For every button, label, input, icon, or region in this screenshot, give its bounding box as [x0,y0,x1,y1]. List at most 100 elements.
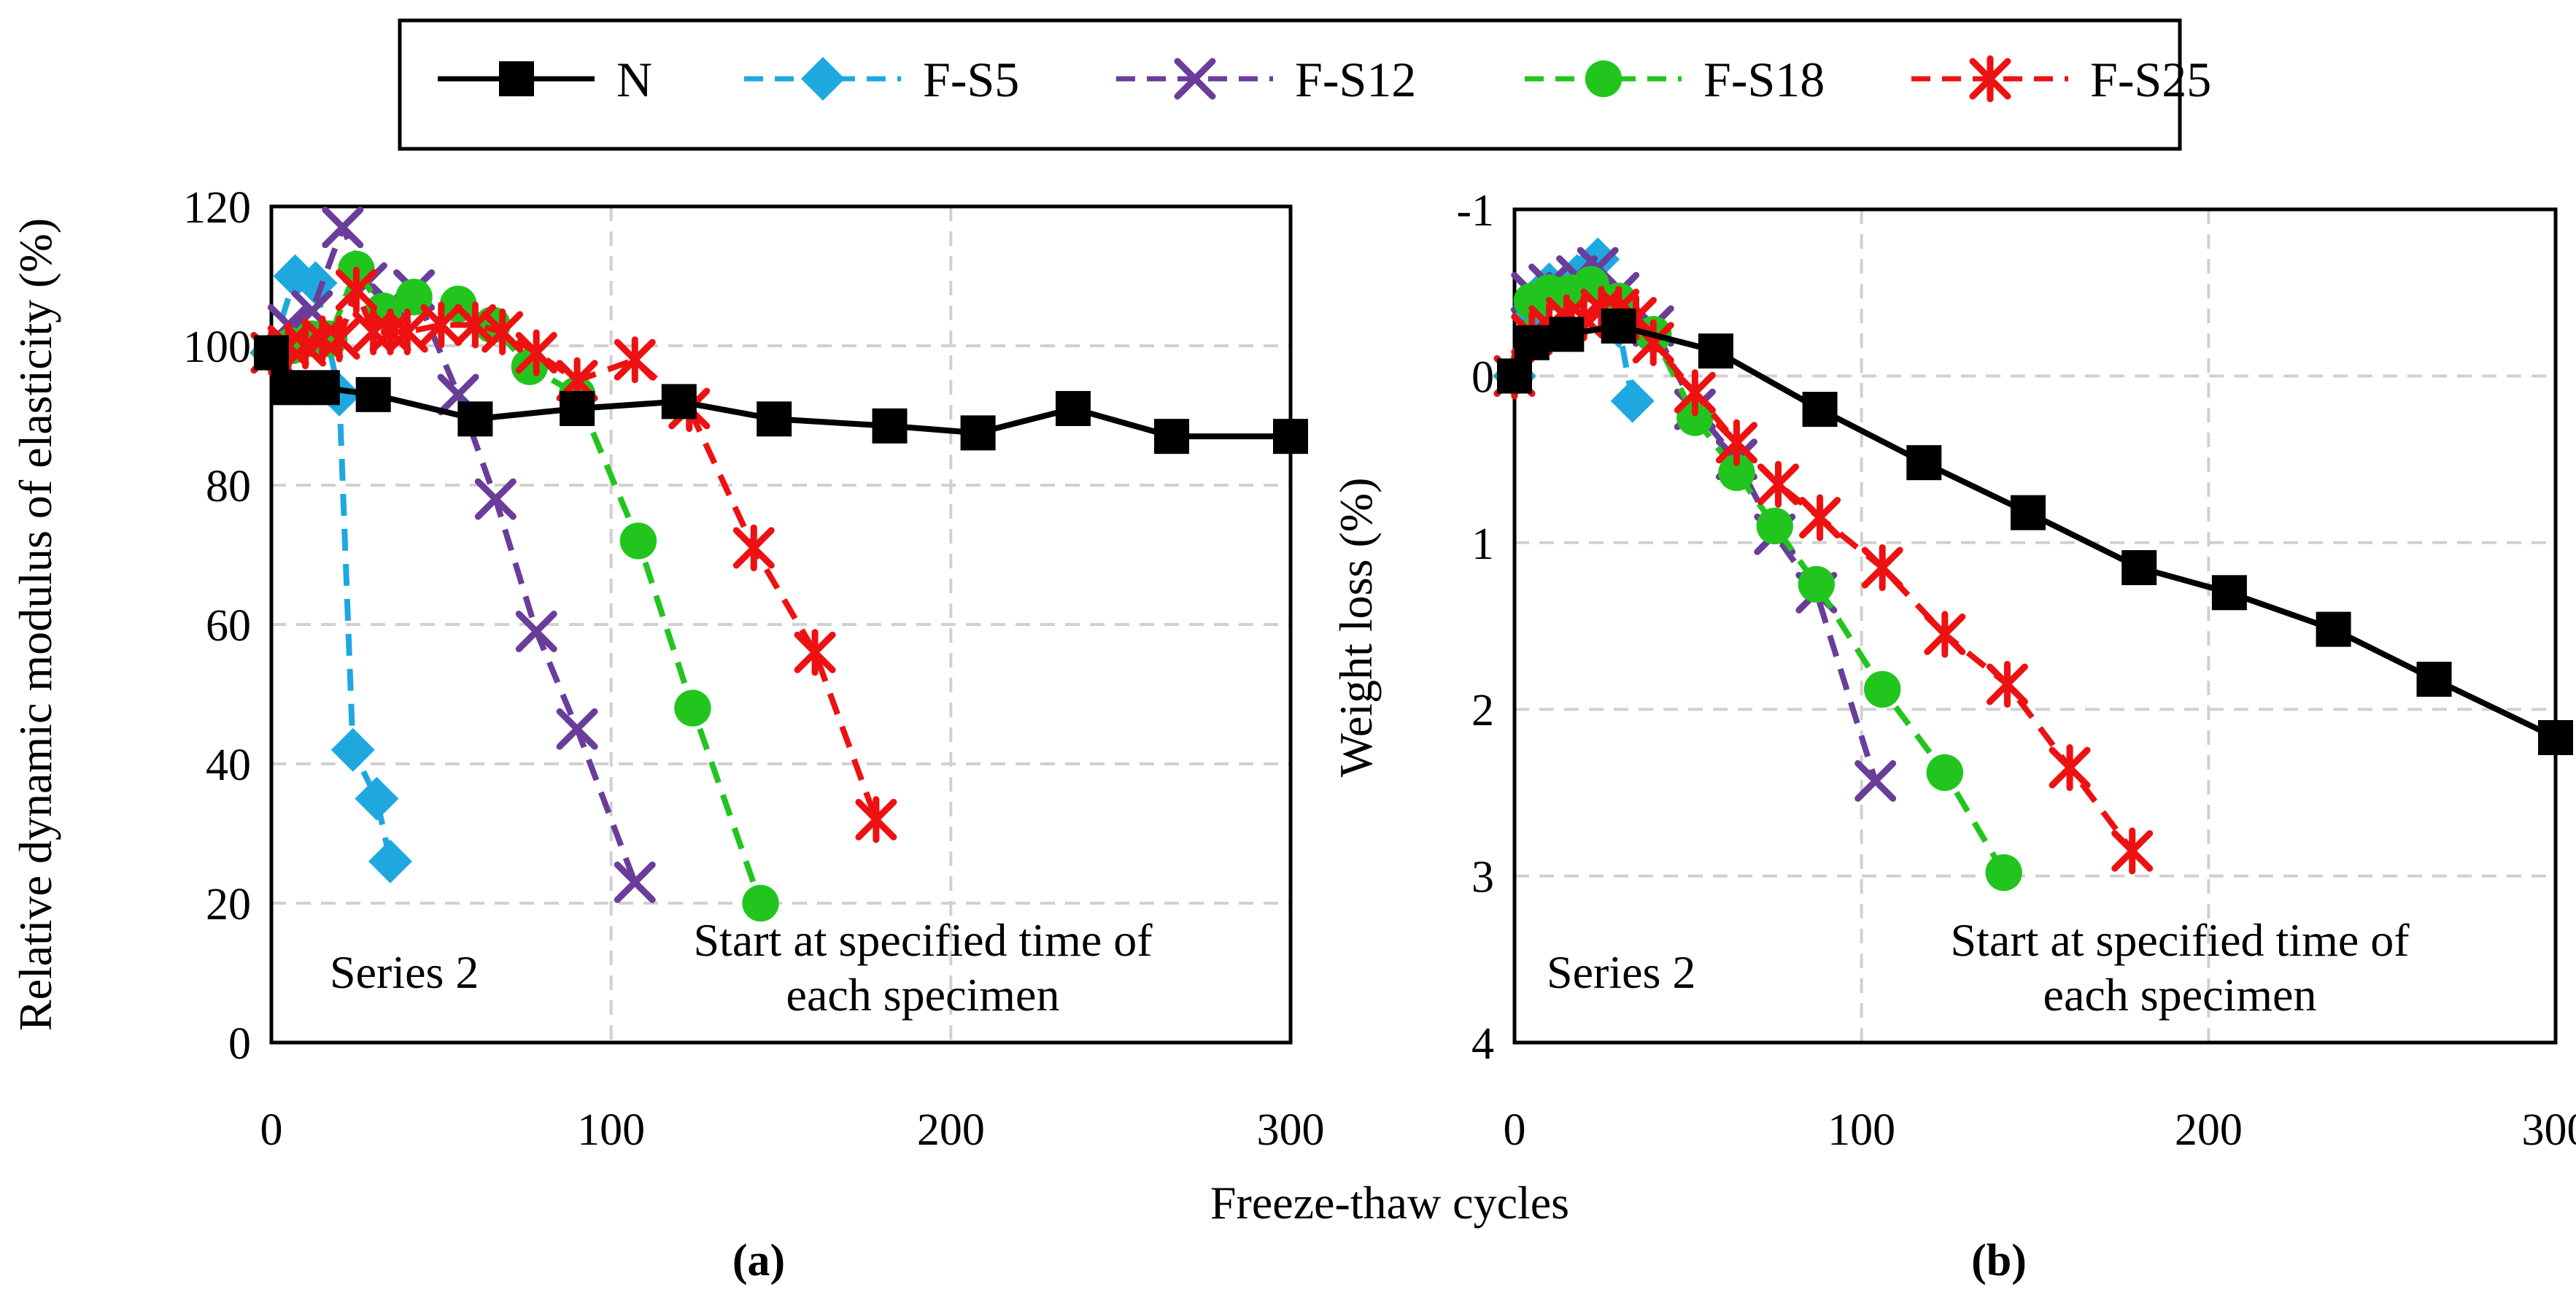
a-point-n [1154,419,1190,455]
legend-marker-f-s12 [1174,58,1216,100]
a-point-n [872,408,908,444]
a-point-f-s5 [355,776,399,821]
b-point-f-s18 [1798,565,1836,603]
b-point-f-s25 [1986,660,2028,708]
b-point-n [2316,611,2351,647]
a-ytick-label: 120 [183,183,251,233]
b-point-n [2416,662,2452,697]
a-xtick-label: 300 [1257,1105,1325,1155]
b-point-f-s18 [1676,399,1714,436]
b-point-f-s18 [1756,507,1793,545]
b-ytick-label: 2 [1471,686,1494,735]
a-point-f-s12 [474,478,517,520]
a-point-n [1055,390,1091,426]
shared-xlabel: Freeze-thaw cycles [1210,1177,1569,1229]
a-point-f-s25 [855,796,897,843]
b-point-n [1549,317,1585,352]
a-point-f-s5 [368,839,412,884]
b-point-n [1497,358,1532,394]
legend-marker-n [499,61,534,96]
legend-marker-f-s18 [1585,60,1622,98]
panel-a-series [250,206,1308,922]
b-point-f-s18 [1985,854,2022,892]
a-ytick-label: 60 [206,601,251,651]
a-point-f-s25 [515,329,557,376]
a-ytick-label: 80 [206,462,251,511]
panel-b-y-ticks: -1 0 1 2 3 4 [1456,186,1494,1069]
legend-item-f-s12: F-S12 [1116,52,1416,107]
legend-label-f-s18: F-S18 [1703,52,1825,107]
panel-a-x-ticks: 0 100 200 300 [260,1105,1325,1155]
a-point-n [757,401,792,437]
a-xtick-label: 200 [917,1105,985,1155]
b-series-n [1497,308,2573,756]
b-point-n [2121,550,2157,586]
b-point-n [1906,445,1942,481]
a-point-n [1273,419,1308,455]
b-ytick-label: 3 [1471,853,1494,902]
a-point-f-s25 [386,308,428,355]
b-xtick-label: 300 [2522,1105,2576,1155]
b-point-f-s18 [1718,454,1755,492]
a-point-f-s25 [794,629,836,676]
a-ytick-label: 100 [183,322,251,372]
a-point-f-s12 [515,611,557,653]
b-xtick-label: 100 [1827,1105,1895,1155]
panel-a-plot-frame [269,204,1293,1045]
a-point-n [960,415,996,451]
b-point-f-s25 [1674,369,1716,417]
b-line-n [1512,322,2557,741]
b-series-f-s18 [1496,266,2022,892]
b-point-f-s5 [1610,379,1655,423]
a-point-n [560,390,595,426]
panel-a-annotation-series: Series 2 [330,946,479,998]
a-point-f-s25 [481,308,524,355]
panel-a-annotation-line1: Start at specified time of [693,914,1153,966]
legend-label-f-s5: F-S5 [923,52,1019,107]
panel-b-plot-frame [1512,207,2558,1045]
b-point-n [2010,495,2046,530]
b-point-f-s25 [1757,460,1800,508]
panel-b-annotation-line2: each specimen [2043,969,2317,1021]
b-point-n [1802,392,1838,428]
panel-b-label: (b) [1971,1236,2027,1285]
b-point-n [2538,720,2573,756]
a-point-f-s5 [330,727,375,772]
a-series-n [254,335,1308,455]
a-point-f-s25 [420,301,463,349]
a-point-f-s18 [742,884,779,922]
legend-item-f-s25: F-S25 [1911,52,2211,107]
a-ytick-label: 40 [206,741,251,790]
b-point-f-s18 [1864,670,1901,708]
legend-label-f-s12: F-S12 [1295,52,1416,107]
a-point-f-s18 [511,348,549,385]
a-point-f-s25 [335,266,377,314]
a-point-n [271,370,306,406]
b-point-f-s25 [1924,611,1966,658]
panel-b: -1 0 1 2 3 4 0 100 200 300 Weight loss (%) Serie… [1330,186,2576,1285]
a-point-f-s18 [619,522,657,560]
panel-b-ylabel: Weight loss (%) [1330,478,1382,778]
legend-label-f-s25: F-S25 [2090,52,2211,107]
a-ytick-label: 0 [228,1019,251,1069]
b-ytick-label: 1 [1471,519,1494,569]
b-point-n [1601,308,1636,344]
a-point-f-s12 [614,861,656,903]
a-point-n [304,370,340,406]
a-point-f-s18 [674,689,711,727]
panel-a-ylabel: Relative dynamic modulus of elasticity (… [9,218,61,1031]
b-point-f-s25 [2111,827,2154,875]
legend-item-f-s18: F-S18 [1525,52,1825,107]
legend: N F-S5 F-S12 F-S18 F-S25 [398,18,2211,151]
legend-label-n: N [616,52,652,107]
b-ytick-label: 0 [1471,352,1494,402]
legend-item-n: N [438,52,652,107]
legend-items: N F-S5 F-S12 F-S18 F-S25 [438,52,2211,107]
a-point-n [355,376,391,412]
legend-box [398,18,2182,151]
a-point-f-s12 [322,206,364,249]
panel-a-label: (a) [732,1236,785,1285]
a-ytick-label: 20 [206,880,251,929]
b-point-f-s25 [1861,544,1903,592]
